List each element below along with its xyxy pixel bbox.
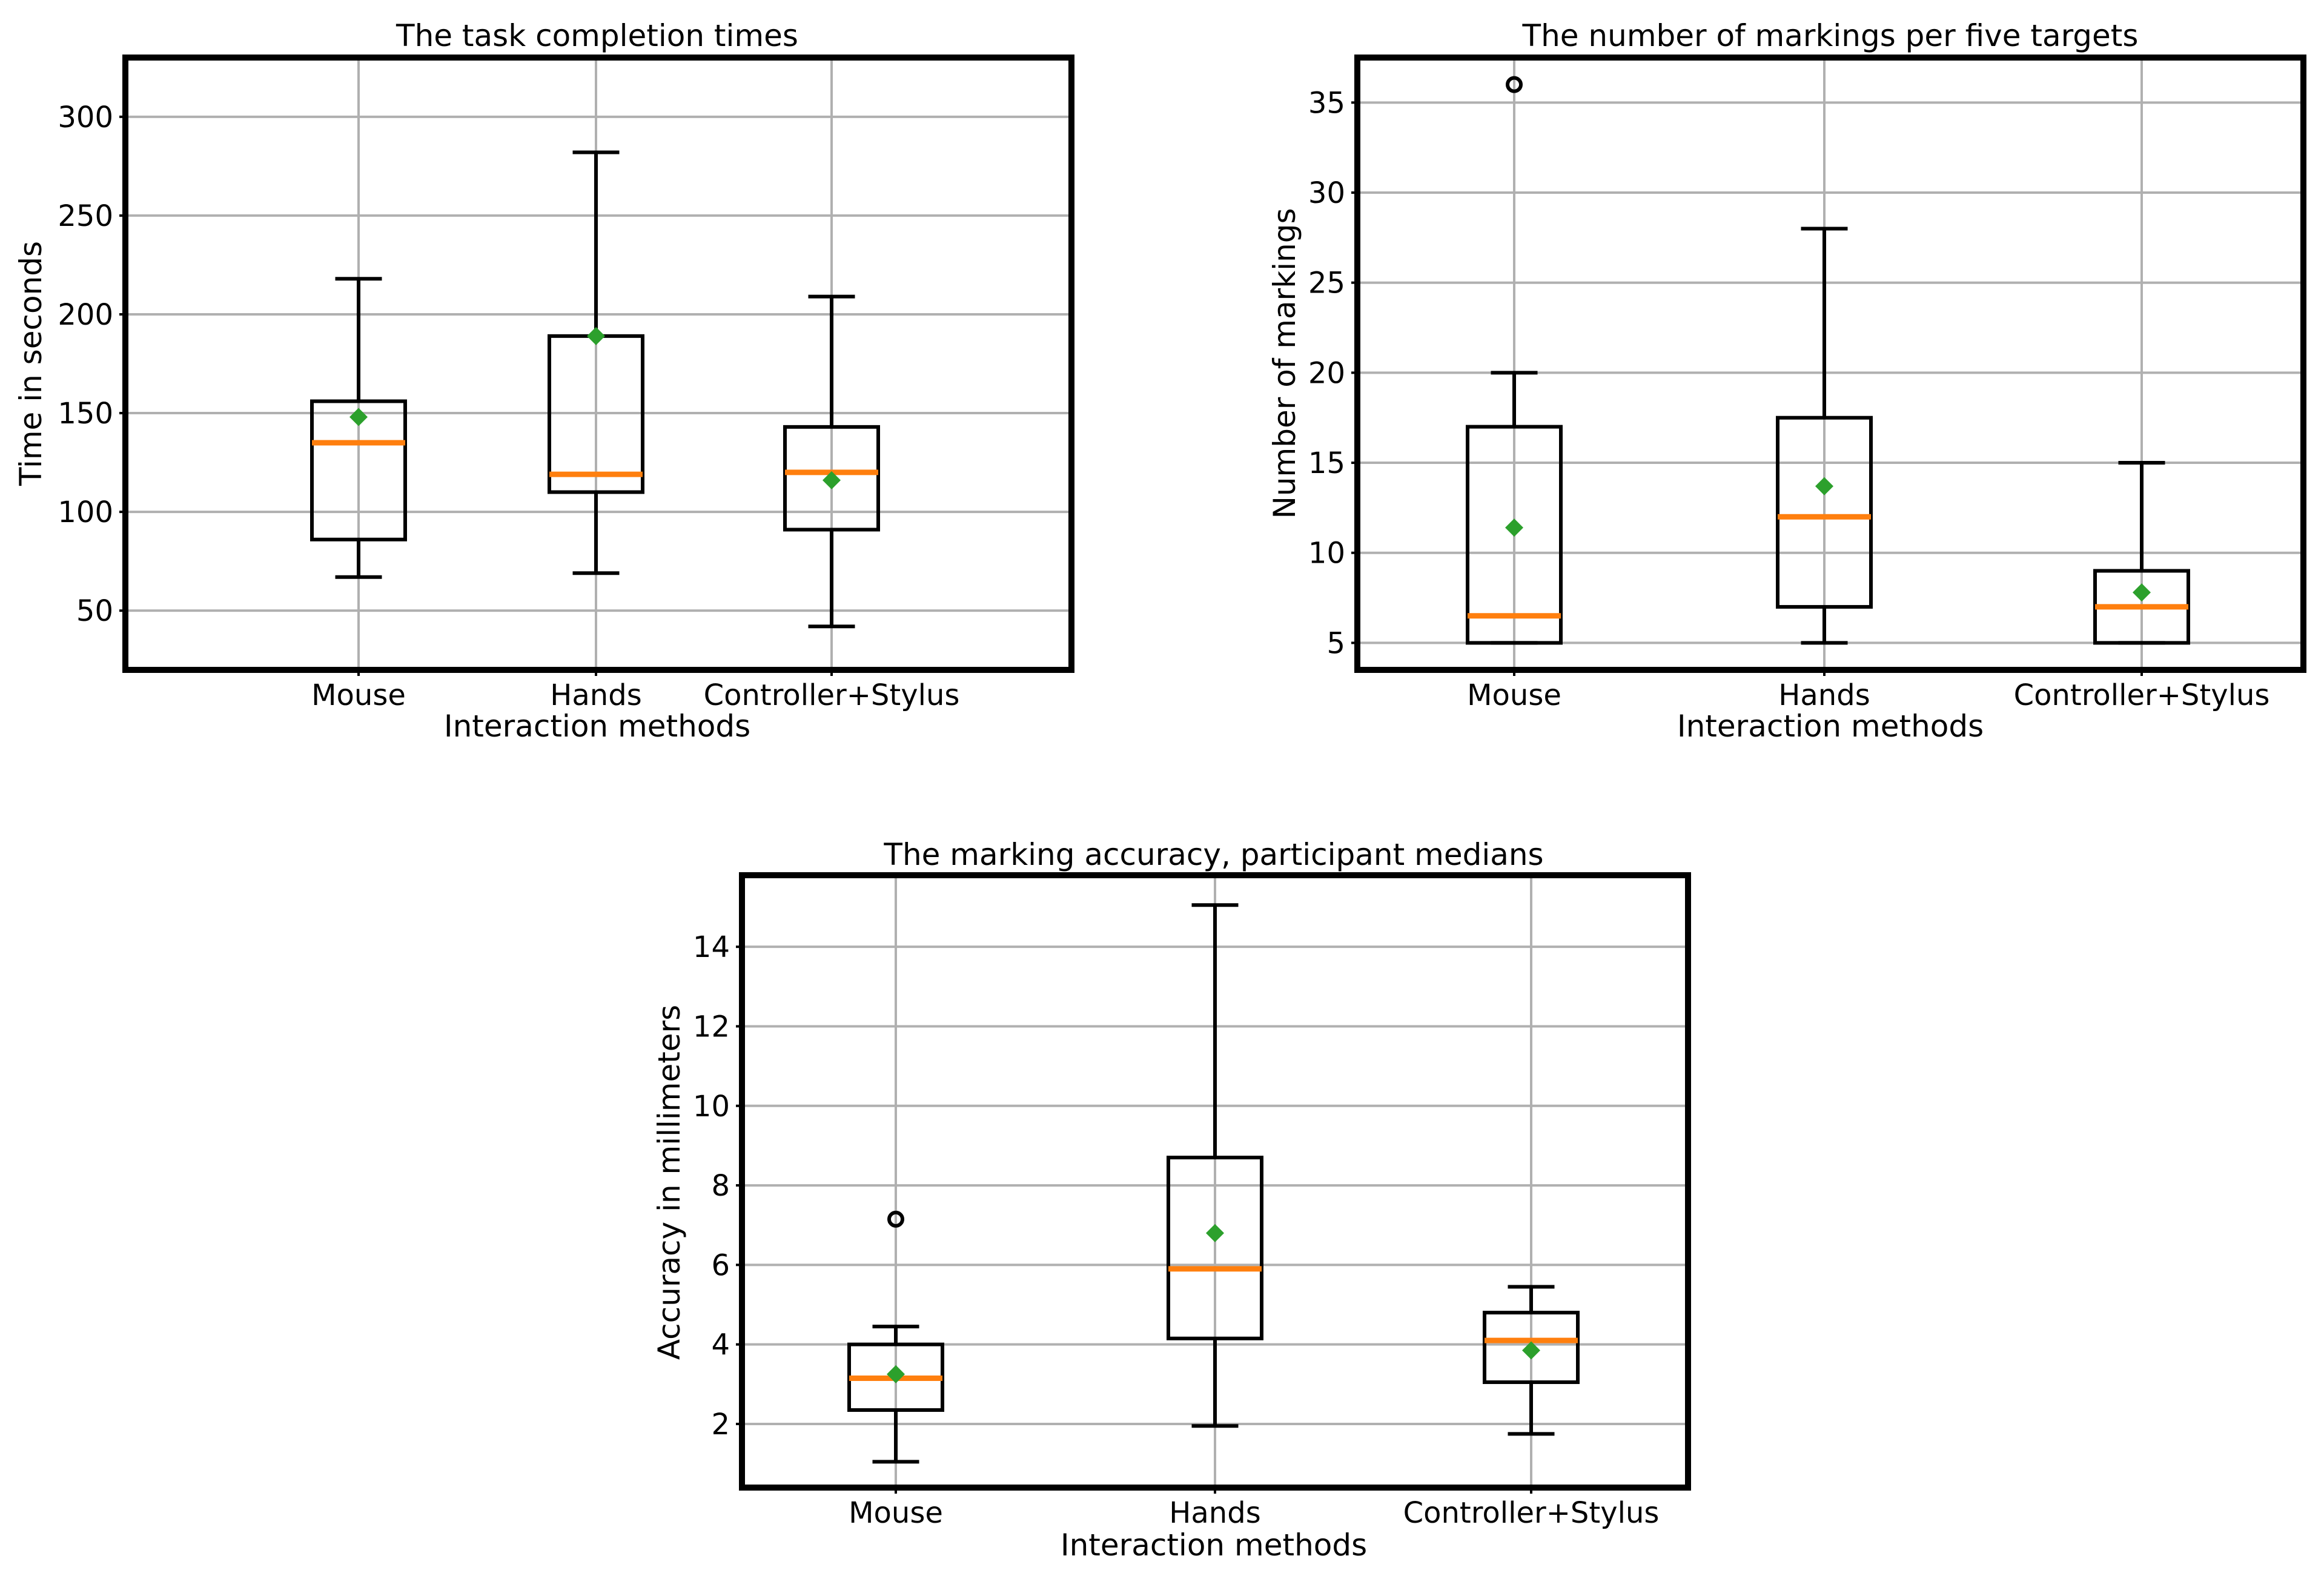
panel-marking-accuracy: The marking accuracy, participant median… (652, 837, 1691, 1563)
box-hands (1167, 903, 1263, 1428)
iqr-box (1483, 1311, 1580, 1385)
outlier-point (887, 1210, 904, 1228)
y-tick-label: 2 (711, 1408, 730, 1442)
y-tick-label: 4 (711, 1328, 730, 1362)
iqr-box (783, 425, 880, 532)
x-tick-label: Controller+Stylus (2014, 678, 2270, 712)
y-tick-label: 12 (693, 1010, 730, 1044)
y-axis-ticks: 2 4 6 8 10 12 14 (693, 930, 742, 1442)
mean-marker (1815, 477, 1833, 495)
box-mouse (310, 277, 407, 579)
x-axis-ticks: Mouse Hands Controller+Stylus (311, 670, 959, 712)
mean-marker (887, 1365, 905, 1383)
boxplot-series (310, 150, 880, 629)
panel-number-of-markings: The number of markings per five targets … (1267, 18, 2306, 744)
x-tick-label: Hands (550, 678, 641, 712)
y-tick-label: 200 (58, 298, 113, 332)
x-axis-label: Interaction methods (444, 709, 750, 744)
x-tick-label: Hands (1778, 678, 1870, 712)
y-tick-label: 30 (1308, 176, 1345, 210)
x-tick-label: Hands (1169, 1496, 1260, 1530)
y-tick-label: 6 (711, 1248, 730, 1282)
y-tick-label: 10 (1308, 537, 1345, 571)
box-mouse (847, 1210, 944, 1464)
grid-lines (125, 58, 1071, 670)
iqr-box (310, 399, 407, 541)
y-tick-label: 250 (58, 199, 113, 233)
x-tick-label: Mouse (311, 678, 406, 712)
panel-completion-times: The task completion times 50 100 150 200 250… (13, 18, 1074, 744)
y-tick-label: 25 (1308, 267, 1345, 300)
mean-marker (2133, 583, 2151, 602)
y-tick-label: 15 (1308, 446, 1345, 480)
x-tick-label: Controller+Stylus (1403, 1496, 1660, 1530)
chart-title: The task completion times (396, 18, 798, 53)
iqr-box (1167, 1156, 1263, 1340)
y-tick-label: 10 (693, 1090, 730, 1124)
boxplot-series (847, 903, 1580, 1464)
x-tick-label: Controller+Stylus (704, 678, 960, 712)
boxplot-series (1466, 76, 2190, 645)
x-tick-label: Mouse (849, 1496, 943, 1530)
y-axis-label: Number of markings (1267, 208, 1302, 518)
box-controller-stylus (1483, 1285, 1580, 1436)
chart-title: The number of markings per five targets (1522, 18, 2139, 53)
plot-frame (1354, 55, 2306, 673)
y-tick-label: 8 (711, 1169, 730, 1203)
y-tick-label: 150 (58, 397, 113, 431)
y-axis-ticks: 50 100 150 200 250 300 (58, 101, 125, 628)
box-controller-stylus (2093, 461, 2190, 645)
y-tick-label: 20 (1308, 356, 1345, 390)
y-axis-label: Time in seconds (13, 241, 48, 486)
mean-marker (587, 326, 605, 345)
mean-marker (1522, 1341, 1540, 1360)
plot-frame (122, 55, 1074, 673)
y-tick-label: 50 (76, 594, 113, 628)
mean-marker (349, 408, 368, 426)
y-tick-label: 14 (693, 930, 730, 964)
chart-title: The marking accuracy, participant median… (883, 837, 1543, 872)
grid-lines (1357, 58, 2303, 670)
y-axis-label: Accuracy in millimeters (652, 1005, 687, 1360)
x-axis-label: Interaction methods (1061, 1528, 1367, 1563)
y-tick-label: 300 (58, 101, 113, 134)
x-axis-ticks: Mouse Hands Controller+Stylus (1467, 670, 2269, 712)
iqr-box (1776, 416, 1873, 609)
y-tick-label: 100 (58, 495, 113, 529)
x-axis-ticks: Mouse Hands Controller+Stylus (849, 1488, 1659, 1530)
iqr-box (1466, 425, 1563, 645)
box-hands (548, 150, 644, 575)
y-axis-ticks: 5 10 15 20 25 30 35 (1308, 86, 1357, 660)
mean-marker (823, 471, 841, 489)
box-controller-stylus (783, 294, 880, 629)
x-axis-label: Interaction methods (1677, 709, 1984, 744)
y-tick-label: 35 (1308, 86, 1345, 120)
box-hands (1776, 227, 1873, 645)
mean-marker (1505, 518, 1523, 537)
mean-marker (1206, 1223, 1224, 1242)
box-mouse (1466, 76, 1563, 645)
outlier-point (1506, 76, 1523, 93)
y-tick-label: 5 (1326, 626, 1345, 660)
x-tick-label: Mouse (1467, 678, 1561, 712)
